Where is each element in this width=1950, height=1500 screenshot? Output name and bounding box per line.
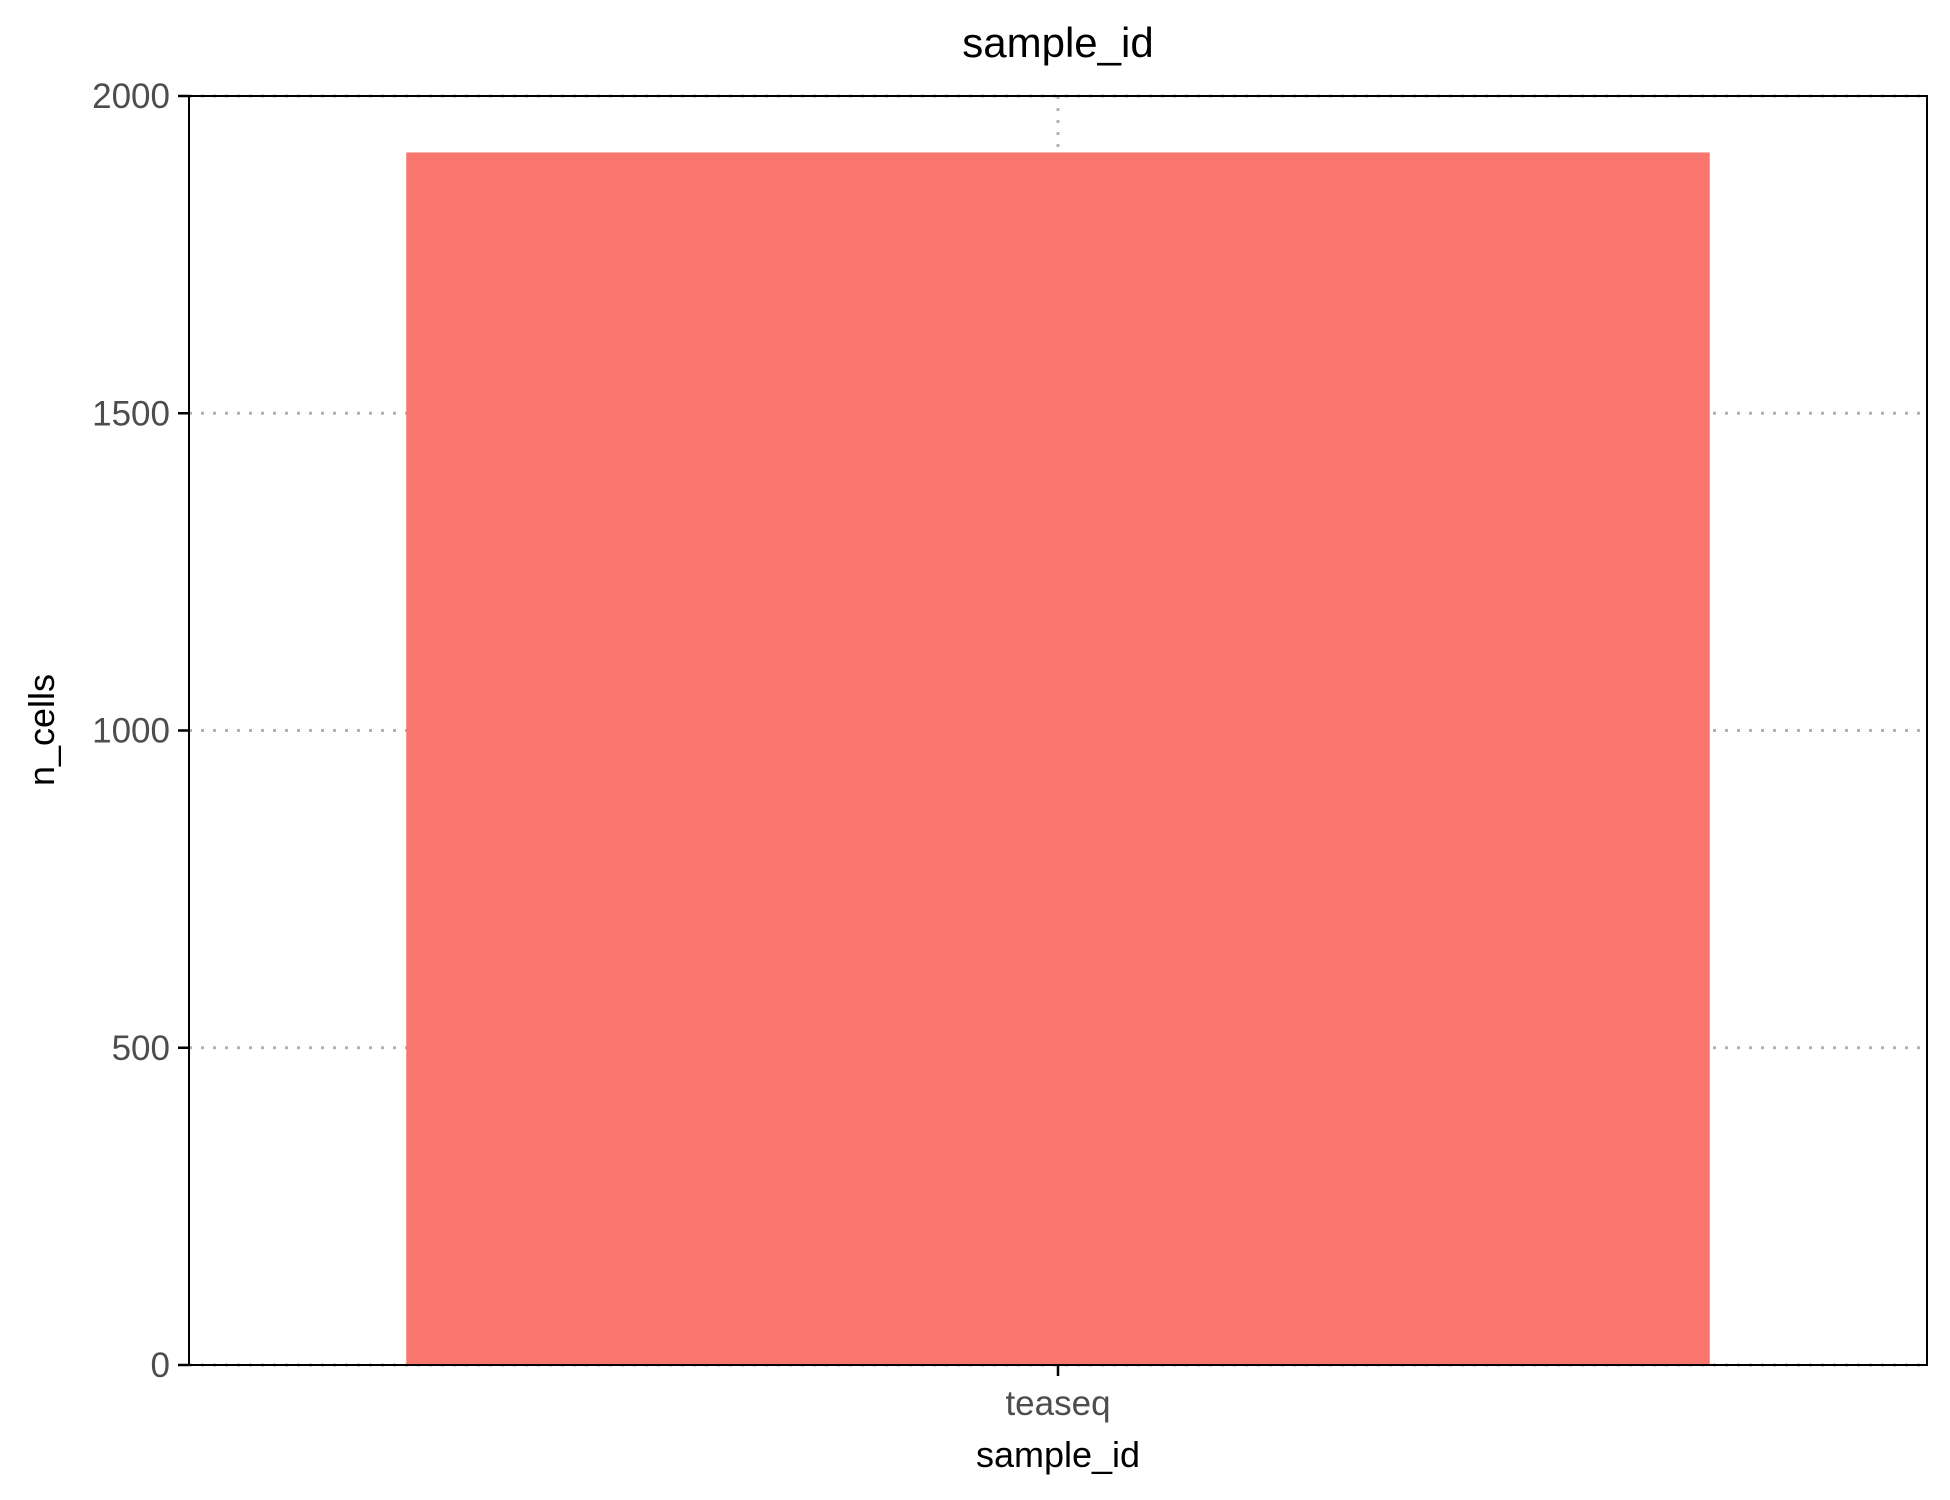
chart-title: sample_id [962, 19, 1153, 66]
bars [406, 152, 1710, 1366]
y-tick-label-0: 0 [151, 1346, 170, 1385]
x-axis-ticks: teaseq [1005, 1365, 1111, 1423]
x-tick-label-0: teaseq [1005, 1384, 1110, 1423]
y-tick-label-2000: 2000 [92, 77, 170, 116]
x-axis-label: sample_id [976, 1434, 1140, 1475]
bar-teaseq [406, 152, 1710, 1366]
y-axis-label: n_cells [21, 674, 62, 786]
y-tick-label-1500: 1500 [92, 394, 170, 433]
y-axis-ticks: 0 500 1000 1500 2000 [92, 77, 189, 1385]
y-tick-label-1000: 1000 [92, 712, 170, 751]
y-tick-label-500: 500 [112, 1029, 170, 1068]
